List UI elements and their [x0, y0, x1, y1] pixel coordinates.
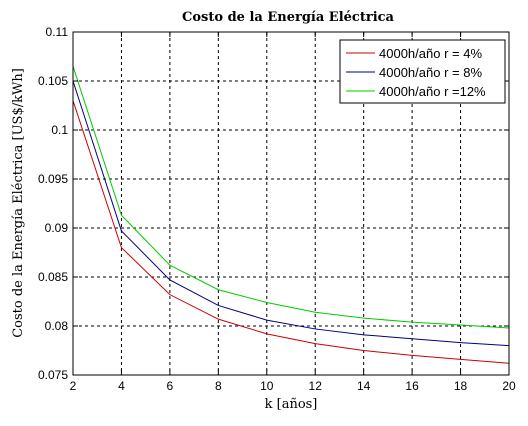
x-tick-label: 2 — [70, 379, 77, 393]
grid — [73, 32, 509, 375]
x-tick-label: 4 — [118, 379, 125, 393]
legend: 4000h/año r = 4% 4000h/año r = 8% 4000h/añ… — [339, 39, 506, 104]
x-tick-label: 8 — [215, 379, 222, 393]
y-tick-label: 0.11 — [46, 25, 69, 39]
x-tick-label: 6 — [167, 379, 174, 393]
y-tick-label: 0.08 — [45, 319, 69, 333]
axis-ticks: 2 4 6 8 10 12 14 16 18 20 0.075 0.08 0.085 0.09 0.095 0… — [38, 25, 516, 393]
y-tick-label: 0.085 — [38, 270, 68, 284]
y-tick-label: 0.105 — [38, 74, 68, 88]
x-tick-label: 10 — [260, 379, 274, 393]
y-tick-label: 0.075 — [38, 368, 68, 382]
x-tick-label: 12 — [309, 379, 323, 393]
x-axis-label: k [años] — [265, 397, 318, 412]
legend-label-2: 4000h/año r = 8% — [379, 65, 482, 80]
chart-title: Costo de la Energía Eléctrica — [182, 10, 395, 25]
y-tick-label: 0.095 — [38, 172, 68, 186]
series-line-1 — [72, 100, 510, 364]
y-axis-label: Costo de la Energía Eléctrica [US$/kWh] — [11, 68, 26, 338]
x-tick-label: 18 — [454, 379, 468, 393]
legend-label-1: 4000h/año r = 4% — [379, 46, 482, 61]
legend-label-3: 4000h/año r =12% — [379, 84, 486, 99]
x-tick-label: 16 — [405, 379, 419, 393]
series-lines — [72, 66, 510, 364]
series-line-3 — [72, 66, 510, 329]
y-tick-label: 0.1 — [51, 123, 68, 137]
x-tick-label: 20 — [502, 379, 516, 393]
x-tick-label: 14 — [357, 379, 371, 393]
plot-frame — [72, 31, 510, 376]
series-line-2 — [72, 80, 510, 347]
y-tick-label: 0.09 — [45, 221, 69, 235]
